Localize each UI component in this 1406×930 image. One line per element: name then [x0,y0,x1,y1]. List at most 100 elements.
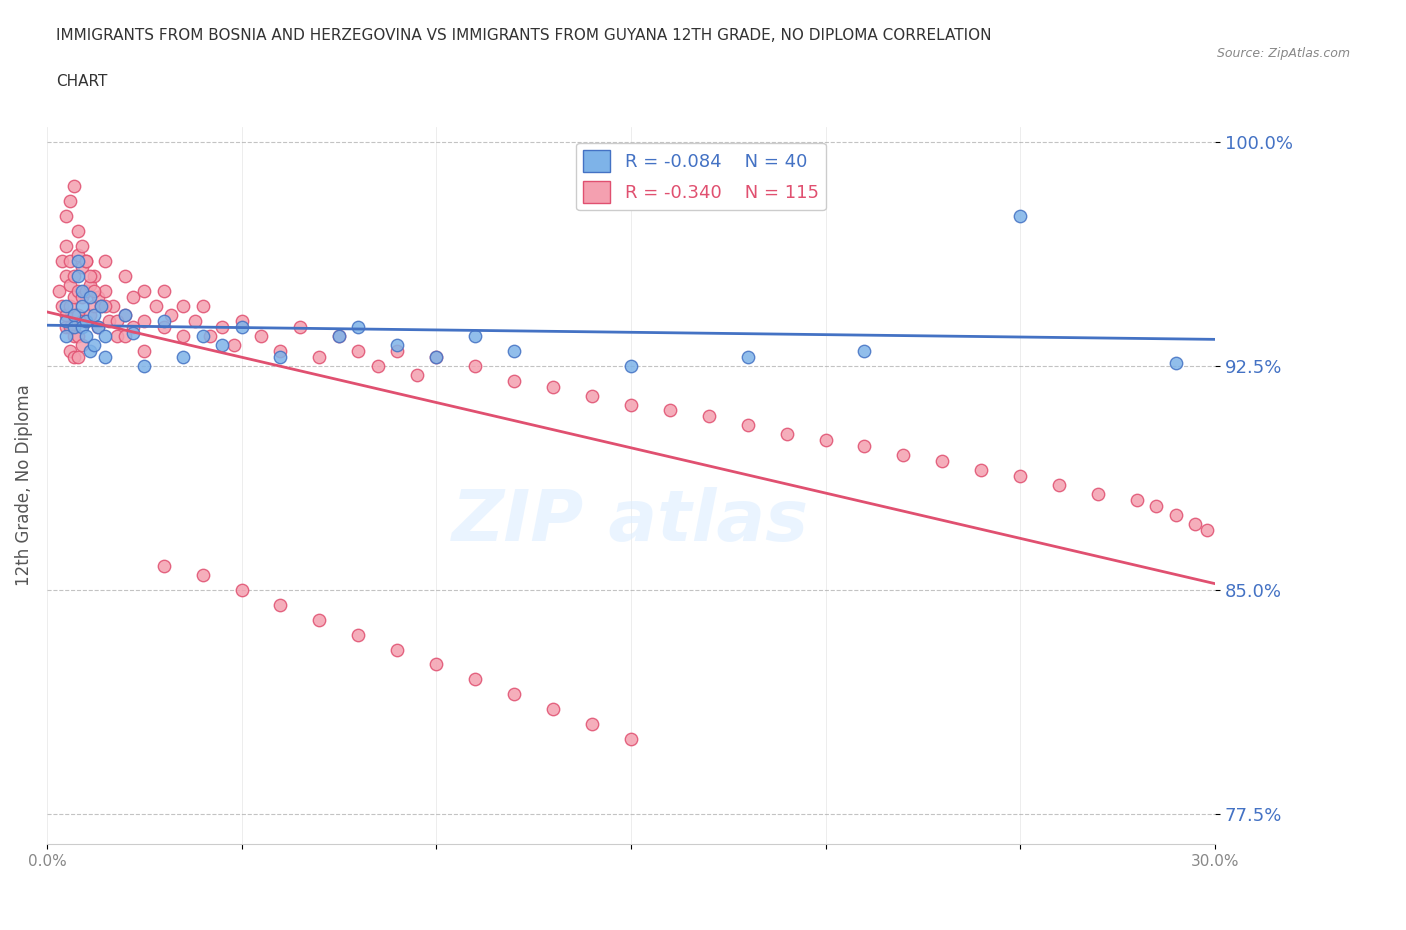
Point [347,319,370,334]
Point [51,254,73,269]
Point [503,687,526,702]
Point [79,277,101,292]
Point [67,247,90,262]
Point [308,612,330,627]
Point [1126,493,1149,508]
Point [134,313,156,328]
Point [184,313,207,328]
Point [425,350,447,365]
Point [98,313,121,328]
Point [55,313,77,328]
Point [114,269,136,284]
Point [581,717,603,732]
Point [55,239,77,254]
Point [83,308,105,323]
Point [347,627,370,642]
Point [269,350,291,365]
Point [63,319,86,334]
Point [288,319,311,334]
Point [67,224,90,239]
Point [1146,498,1168,513]
Point [121,289,143,304]
Point [308,350,330,365]
Point [70,299,93,313]
Legend: R = -0.084    N = 40, R = -0.340    N = 115: R = -0.084 N = 40, R = -0.340 N = 115 [576,143,825,210]
Point [101,299,124,313]
Point [79,289,101,304]
Point [620,397,643,412]
Point [67,269,90,284]
Point [59,343,82,358]
Point [55,319,77,334]
Point [697,409,720,424]
Text: IMMIGRANTS FROM BOSNIA AND HERZEGOVINA VS IMMIGRANTS FROM GUYANA 12TH GRADE, NO : IMMIGRANTS FROM BOSNIA AND HERZEGOVINA V… [56,28,991,43]
Point [200,328,222,343]
Point [347,343,370,358]
Point [152,284,174,299]
Point [94,284,117,299]
Point [83,299,105,313]
Point [83,284,105,299]
Point [775,427,797,442]
Point [145,299,167,313]
Point [75,284,97,299]
Point [191,299,214,313]
Point [152,313,174,328]
Point [67,308,90,323]
Point [134,358,156,373]
Point [67,254,90,269]
Point [70,259,93,274]
Point [387,343,409,358]
Point [94,254,117,269]
Point [425,657,447,671]
Point [387,642,409,657]
Point [1010,469,1032,484]
Point [134,343,156,358]
Point [172,328,194,343]
Point [503,373,526,388]
Y-axis label: 12th Grade, No Diploma: 12th Grade, No Diploma [15,384,32,586]
Point [1164,508,1187,523]
Point [425,350,447,365]
Point [70,338,93,352]
Point [191,567,214,582]
Point [121,326,143,340]
Point [231,582,253,597]
Point [55,269,77,284]
Point [70,313,93,328]
Point [94,350,117,365]
Point [59,277,82,292]
Point [59,254,82,269]
Point [1197,523,1219,538]
Point [59,299,82,313]
Point [114,308,136,323]
Point [541,379,564,394]
Point [48,284,70,299]
Point [211,319,233,334]
Point [269,597,291,612]
Point [90,299,112,313]
Point [160,308,183,323]
Point [55,299,77,313]
Point [67,284,90,299]
Point [121,319,143,334]
Point [152,319,174,334]
Point [70,289,93,304]
Point [853,439,876,454]
Point [114,308,136,323]
Point [94,299,117,313]
Point [67,328,90,343]
Point [737,418,759,432]
Point [63,289,86,304]
Point [503,343,526,358]
Point [1010,209,1032,224]
Point [152,558,174,573]
Point [191,328,214,343]
Point [79,308,101,323]
Point [94,328,117,343]
Text: Source: ZipAtlas.com: Source: ZipAtlas.com [1216,46,1350,60]
Point [63,269,86,284]
Text: CHART: CHART [56,74,108,89]
Point [405,367,427,382]
Point [211,338,233,352]
